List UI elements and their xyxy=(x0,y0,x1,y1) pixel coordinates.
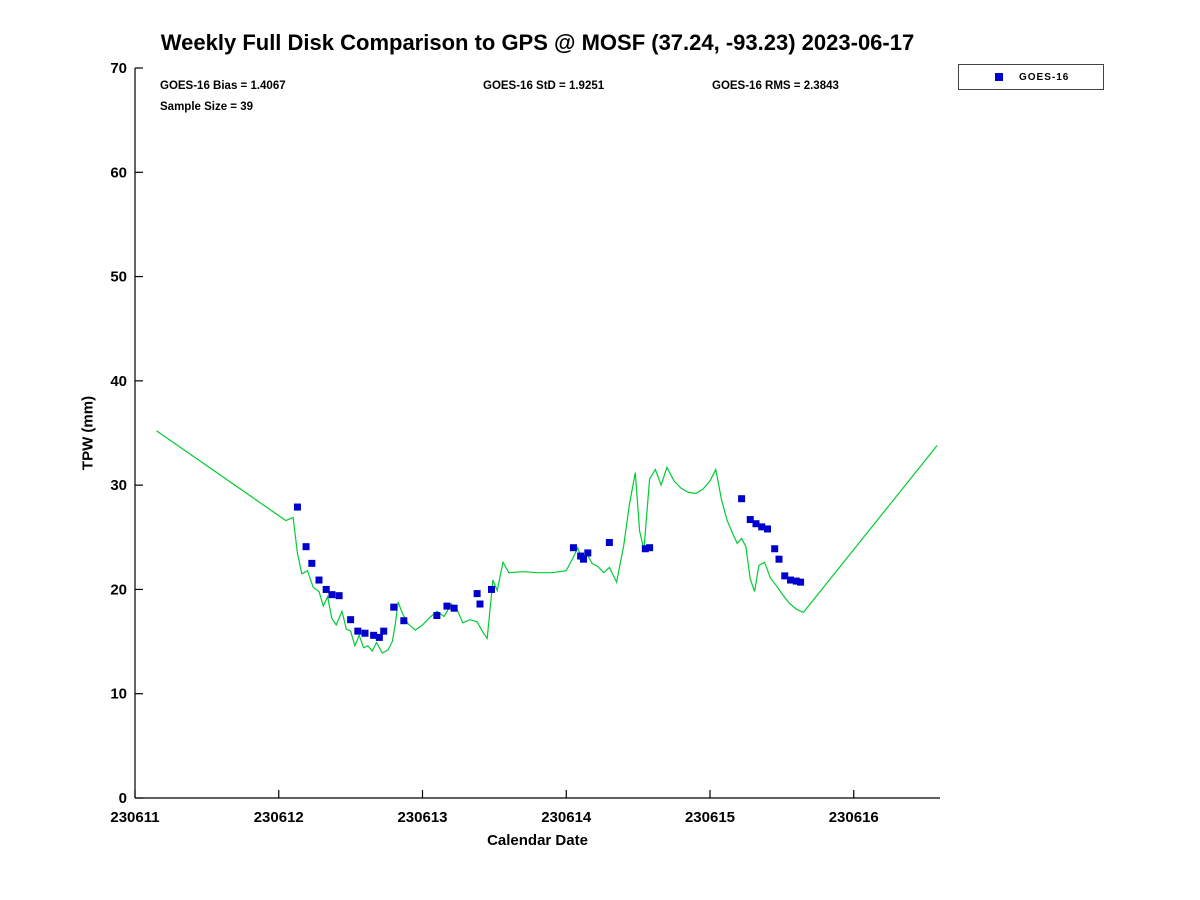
annotation-bias: GOES-16 Bias = 1.4067 xyxy=(160,80,286,92)
goes16-marker xyxy=(580,555,587,563)
goes16-marker xyxy=(335,592,343,600)
goes16-marker xyxy=(433,612,441,619)
x-tick-label: 230616 xyxy=(829,809,879,826)
x-tick-label: 230611 xyxy=(110,809,159,826)
goes16-marker xyxy=(646,544,654,552)
goes16-marker xyxy=(293,503,301,511)
goes16-marker xyxy=(370,631,378,639)
goes16-marker xyxy=(322,585,330,593)
y-tick-label: 0 xyxy=(119,790,127,807)
y-tick-label: 10 xyxy=(110,686,127,703)
y-tick-label: 60 xyxy=(110,164,127,181)
goes16-marker xyxy=(605,539,613,546)
goes16-marker xyxy=(764,525,771,533)
y-tick-label: 30 xyxy=(110,477,127,494)
y-tick-label: 70 xyxy=(110,60,127,77)
annotation-std: GOES-16 StD = 1.9251 xyxy=(483,80,605,92)
x-tick-label: 230614 xyxy=(541,809,592,826)
chart-title: Weekly Full Disk Comparison to GPS @ MOS… xyxy=(160,30,915,55)
annotation-sample-size: Sample Size = 39 xyxy=(160,101,254,113)
goes16-marker xyxy=(473,590,481,598)
goes16-marker xyxy=(787,576,794,584)
goes16-marker xyxy=(641,545,649,553)
goes16-marker xyxy=(758,523,766,531)
goes16-marker xyxy=(797,578,805,586)
x-tick-label: 230612 xyxy=(254,809,304,826)
x-tick-label: 230613 xyxy=(397,809,447,826)
goes16-marker xyxy=(746,516,754,524)
goes16-marker xyxy=(308,559,316,567)
goes16-marker xyxy=(380,627,388,635)
goes16-marker xyxy=(488,585,495,593)
goes16-marker xyxy=(375,633,383,641)
goes16-marker xyxy=(347,616,355,624)
goes16-marker xyxy=(450,604,458,612)
goes16-marker xyxy=(781,572,789,580)
goes16-marker xyxy=(775,555,783,563)
goes16-square-marker-icon xyxy=(995,73,1003,81)
goes16-marker xyxy=(400,617,408,625)
goes16-marker xyxy=(354,627,362,635)
goes16-marker xyxy=(361,629,369,637)
goes16-marker xyxy=(752,520,760,528)
goes16-marker xyxy=(443,602,451,610)
goes16-marker xyxy=(792,577,800,585)
gps-line xyxy=(156,430,938,654)
y-tick-label: 20 xyxy=(110,581,127,598)
annotation-rms: GOES-16 RMS = 2.3843 xyxy=(712,80,839,92)
goes16-marker xyxy=(328,591,336,599)
goes16-marker xyxy=(738,495,746,503)
x-tick-label: 230615 xyxy=(685,809,735,826)
y-tick-label: 40 xyxy=(110,373,127,390)
y-tick-label: 50 xyxy=(110,269,127,286)
x-axis-label: Calendar Date xyxy=(487,832,588,849)
goes16-marker xyxy=(476,600,484,608)
legend: GOES-16 xyxy=(958,64,1104,90)
goes16-marker xyxy=(771,545,779,553)
goes16-marker xyxy=(390,603,398,611)
y-axis-label: TPW (mm) xyxy=(79,395,97,471)
goes16-marker xyxy=(584,549,592,557)
goes16-marker xyxy=(302,543,310,551)
goes16-marker xyxy=(315,576,323,584)
goes16-marker xyxy=(569,544,577,552)
legend-label-goes16: GOES-16 xyxy=(1019,71,1070,83)
